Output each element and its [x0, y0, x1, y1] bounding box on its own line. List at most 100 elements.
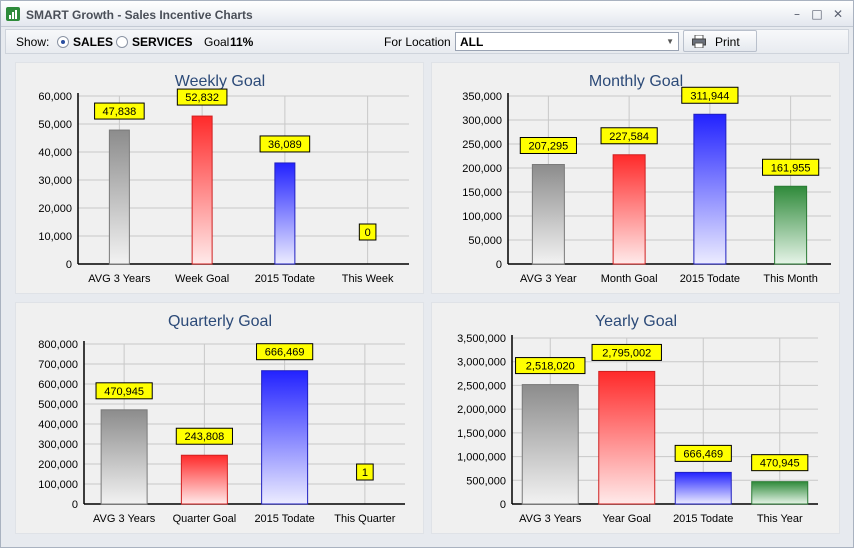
- goal-value: 11%: [230, 35, 254, 49]
- chart-title: Weekly Goal: [175, 73, 265, 90]
- y-tick-label: 0: [500, 499, 506, 511]
- y-tick-label: 60,000: [38, 91, 72, 103]
- value-label: 1: [362, 467, 368, 479]
- bar[interactable]: [521, 384, 579, 505]
- x-tick-label: This Week: [342, 273, 394, 285]
- bar[interactable]: [612, 154, 646, 265]
- y-tick-label: 40,000: [38, 147, 72, 159]
- y-tick-label: 3,500,000: [457, 333, 506, 345]
- y-tick-label: 50,000: [468, 235, 502, 247]
- print-button-label: Print: [715, 35, 740, 49]
- value-label-box: [95, 382, 153, 400]
- bar[interactable]: [531, 163, 565, 265]
- y-tick-label: 3,000,000: [457, 357, 506, 369]
- x-tick-label: 2015 Todate: [254, 513, 314, 525]
- y-tick-label: 0: [72, 499, 78, 511]
- y-tick-label: 350,000: [462, 91, 502, 103]
- services-radio-label[interactable]: SERVICES: [132, 35, 193, 49]
- y-tick-label: 50,000: [38, 119, 72, 131]
- value-label: 666,469: [265, 347, 305, 359]
- services-radio[interactable]: [116, 36, 128, 48]
- value-label-box: [674, 444, 732, 462]
- bar[interactable]: [191, 115, 213, 265]
- bar[interactable]: [693, 113, 727, 265]
- maximize-icon[interactable]: □: [811, 7, 823, 21]
- value-label-box: [681, 86, 739, 104]
- quarterly-goal-chart: Quarterly Goal 0 100,000 200,000 300,000 400,…: [38, 313, 405, 525]
- x-tick-label: 2015 Todate: [680, 273, 740, 285]
- y-tick-label: 30,000: [38, 175, 72, 187]
- y-tick-label: 20,000: [38, 203, 72, 215]
- x-tick-label: AVG 3 Years: [88, 273, 151, 285]
- bar[interactable]: [774, 185, 808, 265]
- value-label: 0: [365, 227, 371, 239]
- value-label: 36,089: [268, 139, 302, 151]
- chart-title: Quarterly Goal: [168, 313, 272, 330]
- value-label-box: [356, 463, 374, 481]
- value-label: 52,832: [185, 92, 219, 104]
- goal-label: Goal: [204, 35, 230, 49]
- y-tick-label: 100,000: [38, 479, 78, 491]
- value-label-box: [591, 343, 662, 361]
- sales-radio[interactable]: [57, 36, 69, 48]
- bar[interactable]: [108, 129, 130, 265]
- quarterly-goal-panel: Quarterly Goal 0 100,000 200,000 300,000 400,…: [15, 302, 424, 534]
- y-tick-label: 1,000,000: [457, 452, 506, 464]
- chart-title: Monthly Goal: [589, 73, 683, 90]
- print-button[interactable]: Print: [683, 30, 757, 52]
- minimize-icon[interactable]: –: [794, 7, 800, 21]
- x-tick-label: 2015 Todate: [673, 513, 733, 525]
- value-label-box: [176, 88, 228, 106]
- printer-icon: [692, 35, 706, 48]
- bar[interactable]: [751, 481, 809, 505]
- sales-radio-label[interactable]: SALES: [73, 35, 114, 49]
- location-select-value: ALL: [460, 35, 484, 49]
- y-tick-label: 200,000: [38, 459, 78, 471]
- bar[interactable]: [100, 409, 148, 505]
- value-label-box: [519, 136, 577, 154]
- y-tick-label: 600,000: [38, 379, 78, 391]
- y-tick-label: 0: [66, 259, 72, 271]
- y-tick-label: 300,000: [38, 439, 78, 451]
- value-label-box: [259, 135, 311, 153]
- x-tick-label: Month Goal: [601, 273, 658, 285]
- value-label-box: [751, 454, 809, 472]
- bar[interactable]: [274, 162, 296, 265]
- monthly-goal-chart: Monthly Goal 0 50,000 100,000 150,000 200,000…: [462, 73, 831, 285]
- value-label: 470,945: [104, 386, 144, 398]
- value-label: 161,955: [771, 162, 811, 174]
- y-tick-label: 10,000: [38, 231, 72, 243]
- bar[interactable]: [261, 370, 309, 505]
- yearly-goal-chart: Yearly Goal 0 500,000 1,000,000 1,500,000 2,0…: [457, 313, 818, 525]
- x-tick-label: This Year: [757, 513, 803, 525]
- y-tick-label: 0: [496, 259, 502, 271]
- x-tick-label: This Month: [763, 273, 817, 285]
- y-tick-label: 500,000: [466, 475, 506, 487]
- location-select[interactable]: ALL ▼: [455, 32, 679, 51]
- toolbar: Show: SALES SERVICES Goal 11% For Locati…: [5, 29, 849, 54]
- weekly-goal-chart: Weekly Goal 0 10,000 20,000 30,000 40,000 50,0…: [38, 73, 409, 285]
- y-tick-label: 250,000: [462, 139, 502, 151]
- close-icon[interactable]: ✕: [832, 7, 844, 21]
- y-tick-label: 200,000: [462, 163, 502, 175]
- value-label: 243,808: [184, 431, 224, 443]
- bar[interactable]: [180, 454, 228, 505]
- y-tick-label: 500,000: [38, 399, 78, 411]
- x-tick-label: Year Goal: [602, 513, 651, 525]
- bar-chart-app-icon: [6, 7, 20, 21]
- bar[interactable]: [674, 471, 732, 505]
- window-title: SMART Growth - Sales Incentive Charts: [26, 8, 253, 22]
- y-tick-label: 800,000: [38, 339, 78, 351]
- value-label: 666,469: [683, 448, 723, 460]
- chevron-down-icon[interactable]: ▼: [666, 37, 674, 46]
- y-tick-label: 2,000,000: [457, 404, 506, 416]
- x-tick-label: This Quarter: [334, 513, 395, 525]
- location-label: For Location: [384, 35, 451, 49]
- weekly-goal-panel: Weekly Goal 0 10,000 20,000 30,000 40,000 50,0…: [15, 62, 424, 294]
- show-label: Show:: [16, 35, 50, 49]
- value-label-box: [256, 343, 314, 361]
- value-label: 2,518,020: [526, 361, 575, 373]
- bar[interactable]: [598, 370, 656, 505]
- title-bar: SMART Growth - Sales Incentive Charts – …: [1, 1, 853, 27]
